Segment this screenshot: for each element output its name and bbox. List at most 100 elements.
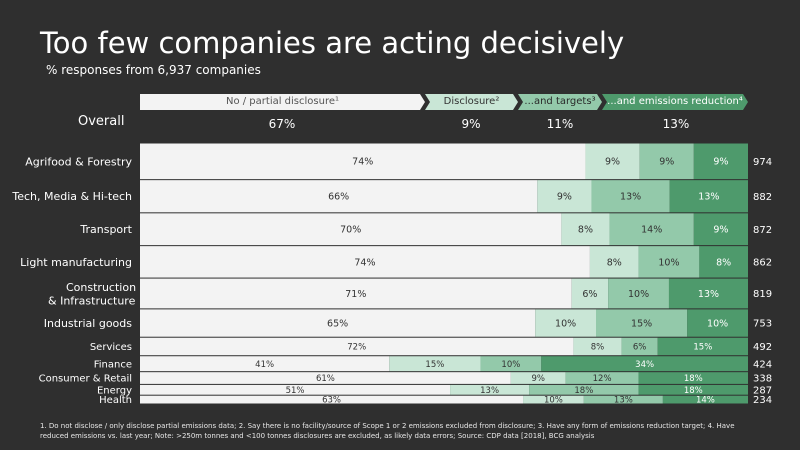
bar-3-seg-3 <box>609 213 694 246</box>
bar-7-label-1: 72% <box>347 343 366 353</box>
legend-item-2: Disclosure² <box>425 94 518 110</box>
bar-2-label-1: 66% <box>328 192 349 203</box>
count-label-4: 862 <box>753 257 772 268</box>
bar-5-seg-4 <box>668 278 748 309</box>
bar-4-seg-2 <box>589 246 639 278</box>
bar-4-label-4: 8% <box>716 257 731 268</box>
bar-10-seg-2 <box>450 384 530 395</box>
legend-item-1: No / partial disclosure¹ <box>140 94 425 110</box>
overall-value-3: 11% <box>546 117 574 131</box>
bar-3-seg-2 <box>561 213 610 246</box>
category-label-6: Industrial goods <box>44 317 133 330</box>
count-label-11: 234 <box>753 395 772 406</box>
bar-8-label-2: 15% <box>425 360 444 370</box>
bar-6-label-1: 65% <box>327 318 348 329</box>
bar-9-seg-4 <box>638 372 748 384</box>
bar-7-label-3: 6% <box>633 343 647 353</box>
bar-11-label-4: 14% <box>696 396 715 406</box>
bar-5-seg-3 <box>608 278 669 309</box>
bar-6-label-4: 10% <box>707 318 728 329</box>
bar-10-label-1: 51% <box>286 386 305 396</box>
bar-7-label-2: 8% <box>591 343 605 353</box>
bar-10-label-2: 13% <box>480 386 499 396</box>
bar-3-seg-1 <box>140 213 562 246</box>
count-label-9: 338 <box>753 374 772 385</box>
count-label-7: 492 <box>753 342 772 353</box>
bar-5-seg-2 <box>571 278 609 309</box>
bar-5-label-1: 71% <box>345 289 366 300</box>
category-label-11: Health <box>99 395 132 406</box>
bar-9-label-4: 18% <box>684 374 703 384</box>
bar-3-label-3: 14% <box>641 225 662 236</box>
bar-11-seg-3 <box>583 395 663 404</box>
bar-11-label-2: 10% <box>544 396 563 406</box>
overall-value-4: 13% <box>662 117 690 131</box>
bar-1-label-2: 9% <box>605 157 620 168</box>
overall-label: Overall <box>78 114 125 129</box>
count-label-5: 819 <box>753 289 772 300</box>
bar-11-seg-4 <box>662 395 748 404</box>
bar-9-label-1: 61% <box>316 374 335 384</box>
bar-9-seg-2 <box>510 372 566 384</box>
bar-6-seg-4 <box>687 309 748 337</box>
bar-7-label-4: 15% <box>693 343 712 353</box>
overall-value-1: 67% <box>268 117 296 131</box>
bar-5-label-3: 10% <box>628 289 649 300</box>
bar-1-label-4: 9% <box>713 157 728 168</box>
bar-1-label-3: 9% <box>659 157 674 168</box>
bar-6-seg-3 <box>596 309 688 337</box>
footnote: 1. Do not disclose / only disclose parti… <box>40 422 735 440</box>
category-label-5-line-2: & Infrastructure <box>48 294 136 307</box>
bar-3-label-4: 9% <box>713 225 728 236</box>
bar-7-seg-2 <box>573 337 622 356</box>
bar-6-label-3: 15% <box>631 318 652 329</box>
bar-4-label-3: 10% <box>658 257 679 268</box>
category-label-5-line-1: Construction <box>66 281 136 294</box>
bar-11-label-3: 13% <box>614 396 633 406</box>
bar-7-seg-4 <box>657 337 748 356</box>
count-label-2: 882 <box>753 192 772 203</box>
bar-5-label-4: 13% <box>698 289 719 300</box>
count-label-10: 287 <box>753 385 772 396</box>
category-label-3: Transport <box>79 223 132 236</box>
overall-value-2: 9% <box>461 117 481 131</box>
bar-4-seg-4 <box>699 246 748 278</box>
category-label-10: Energy <box>97 385 132 396</box>
bar-8-seg-4 <box>541 356 748 372</box>
bar-1-seg-4 <box>693 143 748 180</box>
chart-title: Too few companies are acting decisively <box>40 26 625 60</box>
count-label-6: 753 <box>753 319 772 330</box>
bar-10-label-4: 18% <box>684 386 703 396</box>
bar-10-label-3: 18% <box>574 386 593 396</box>
bar-1-label-1: 74% <box>352 157 373 168</box>
category-label-7: Services <box>90 342 132 353</box>
bar-7-seg-1 <box>140 337 574 356</box>
bar-6-label-2: 10% <box>555 318 576 329</box>
bar-10-seg-3 <box>529 384 639 395</box>
bar-8-seg-3 <box>480 356 542 372</box>
count-label-8: 424 <box>753 359 772 370</box>
bar-2-label-3: 13% <box>620 192 641 203</box>
bar-1-seg-1 <box>140 143 586 180</box>
bar-4-seg-1 <box>140 246 590 278</box>
bar-9-seg-1 <box>140 372 511 384</box>
bar-2-label-2: 9% <box>557 192 572 203</box>
bar-5-seg-1 <box>140 278 572 309</box>
category-label-2: Tech, Media & Hi-tech <box>11 190 132 203</box>
category-label-9: Consumer & Retail <box>39 374 132 385</box>
bar-8-label-4: 34% <box>635 360 654 370</box>
bar-2-seg-4 <box>669 180 748 213</box>
bar-8-seg-1 <box>140 356 390 372</box>
bar-5-label-2: 6% <box>582 289 597 300</box>
bar-1-seg-2 <box>585 143 640 180</box>
bar-10-seg-1 <box>140 384 451 395</box>
legend-item-3: ...and targets³ <box>518 94 602 110</box>
bar-2-seg-3 <box>591 180 670 213</box>
bar-4-seg-3 <box>638 246 700 278</box>
bar-8-seg-2 <box>389 356 481 372</box>
bar-10-seg-4 <box>638 384 748 395</box>
chart-subtitle: % responses from 6,937 companies <box>46 63 261 77</box>
legend-item-4: ...and emissions reduction⁴ <box>602 94 748 110</box>
category-label-4: Light manufacturing <box>20 256 132 269</box>
